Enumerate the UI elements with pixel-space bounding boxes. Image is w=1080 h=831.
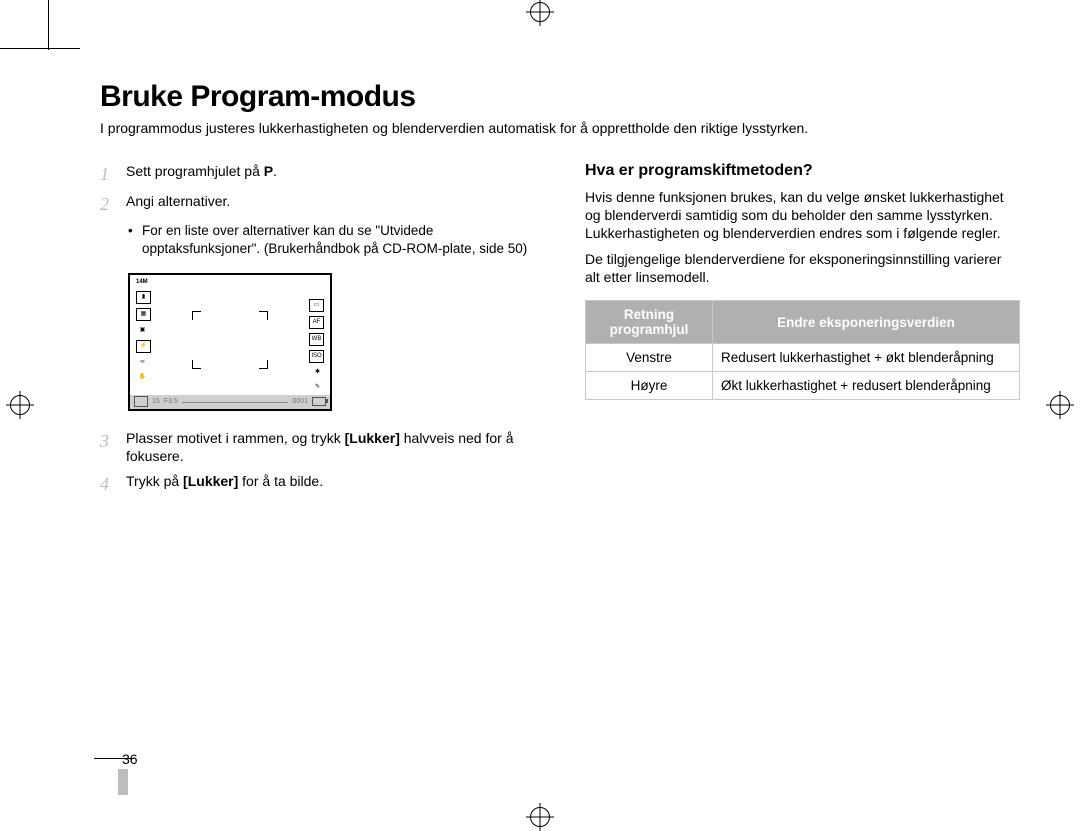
lcd-ev-scale-icon bbox=[182, 399, 289, 405]
lcd-shutter: 15 bbox=[152, 398, 160, 405]
page-number-block: 36 bbox=[94, 751, 154, 795]
registration-mark-left-icon bbox=[10, 395, 30, 415]
step-bold: [Lukker] bbox=[345, 430, 400, 446]
left-column: 1 Sett programhjulet på P. 2 Angi altern… bbox=[100, 162, 535, 503]
camera-mode-icon bbox=[134, 396, 148, 407]
lcd-quality-icon: ▮ bbox=[136, 291, 151, 304]
step-number: 2 bbox=[100, 192, 116, 216]
step-2: 2 Angi alternativer. bbox=[100, 192, 535, 216]
lcd-color-icon: ✱ bbox=[311, 367, 324, 378]
right-column: Hva er programskiftmetoden? Hvis denne f… bbox=[585, 162, 1020, 503]
focus-bracket-icon bbox=[192, 311, 201, 320]
step-number: 1 bbox=[100, 162, 116, 186]
lcd-left-icons: ▮ ▦ ▣ ⚡ ∞ ✋ bbox=[136, 291, 151, 383]
paragraph: Hvis denne funksjonen brukes, kan du vel… bbox=[585, 188, 1020, 243]
registration-mark-right-icon bbox=[1050, 395, 1070, 415]
page-number-bar bbox=[118, 769, 128, 795]
step-bold: [Lukker] bbox=[183, 473, 238, 489]
step-text-part: Trykk på bbox=[126, 473, 183, 489]
lcd-drive-icon: ∞ bbox=[136, 357, 149, 368]
registration-mark-bottom-icon bbox=[530, 807, 550, 827]
step-number: 3 bbox=[100, 429, 116, 467]
subheading: Hva er programskiftmetoden? bbox=[585, 162, 1020, 180]
table-cell: Økt lukkerhastighet + redusert blenderåp… bbox=[713, 372, 1020, 400]
lcd-wizard-icon: ✎ bbox=[311, 382, 324, 393]
page-number: 36 bbox=[94, 751, 154, 767]
lcd-storage-icon: ▭ bbox=[309, 299, 324, 312]
step-text-part: Sett programhjulet på bbox=[126, 163, 264, 179]
lcd-metering-icon: ▣ bbox=[136, 325, 149, 336]
sub-bullet: For en liste over alternativer kan du se… bbox=[128, 222, 535, 258]
lcd-right-icons: ▭ AF WB ISO ✱ ✎ bbox=[309, 299, 324, 393]
table-row: Venstre Redusert lukkerhastighet + økt b… bbox=[586, 344, 1020, 372]
step-text: Plasser motivet i rammen, og trykk [Lukk… bbox=[126, 429, 535, 467]
step-1: 1 Sett programhjulet på P. bbox=[100, 162, 535, 186]
columns: 1 Sett programhjulet på P. 2 Angi altern… bbox=[100, 162, 1020, 503]
lcd-stabilizer-icon: ✋ bbox=[136, 372, 149, 383]
battery-icon bbox=[312, 397, 326, 406]
step-3: 3 Plasser motivet i rammen, og trykk [Lu… bbox=[100, 429, 535, 467]
lcd-wb-icon: WB bbox=[309, 333, 324, 346]
focus-bracket-icon bbox=[192, 360, 201, 369]
lcd-flash-icon: ⚡ bbox=[136, 340, 151, 353]
lcd-iso-icon: ISO bbox=[309, 350, 324, 363]
focus-bracket-icon bbox=[259, 360, 268, 369]
step-4: 4 Trykk på [Lukker] for å ta bilde. bbox=[100, 472, 535, 496]
step-text-part: for å ta bilde. bbox=[238, 473, 323, 489]
content-area: Bruke Program-modus I programmodus juste… bbox=[100, 80, 1020, 789]
step-text-part: . bbox=[273, 163, 277, 179]
exposure-table: Retning programhjul Endre eksponeringsve… bbox=[585, 300, 1020, 400]
step-text-part: Plasser motivet i rammen, og trykk bbox=[126, 430, 345, 446]
registration-mark-top-icon bbox=[530, 2, 550, 22]
crop-line-icon bbox=[48, 0, 49, 50]
step-number: 4 bbox=[100, 472, 116, 496]
paragraph: De tilgjengelige blenderverdiene for eks… bbox=[585, 250, 1020, 286]
lcd-aperture: F3.5 bbox=[164, 398, 178, 405]
table-cell: Høyre bbox=[586, 372, 713, 400]
page-title: Bruke Program-modus bbox=[100, 80, 1020, 114]
focus-bracket-icon bbox=[259, 311, 268, 320]
step-text: Sett programhjulet på P. bbox=[126, 162, 535, 186]
step-bold: P bbox=[264, 163, 273, 179]
lcd-af-icon: AF bbox=[309, 316, 324, 329]
table-header: Endre eksponeringsverdien bbox=[713, 301, 1020, 344]
table-row: Høyre Økt lukkerhastighet + redusert ble… bbox=[586, 372, 1020, 400]
crop-line-icon bbox=[0, 48, 80, 49]
table-cell: Venstre bbox=[586, 344, 713, 372]
step-text: Trykk på [Lukker] for å ta bilde. bbox=[126, 472, 535, 496]
step-text: Angi alternativer. bbox=[126, 192, 535, 216]
camera-lcd-illustration: 14M ▮ ▦ ▣ ⚡ ∞ ✋ ▭ AF WB ISO ✱ bbox=[128, 273, 332, 411]
lcd-counter: 0001 bbox=[292, 398, 308, 405]
intro-text: I programmodus justeres lukkerhastighete… bbox=[100, 120, 1020, 138]
lcd-grid-icon: ▦ bbox=[136, 308, 151, 321]
table-header: Retning programhjul bbox=[586, 301, 713, 344]
lcd-bottom-bar: 15 F3.5 0001 bbox=[130, 395, 330, 409]
table-cell: Redusert lukkerhastighet + økt blenderåp… bbox=[713, 344, 1020, 372]
lcd-resolution: 14M bbox=[136, 279, 148, 285]
page: Bruke Program-modus I programmodus juste… bbox=[0, 0, 1080, 829]
